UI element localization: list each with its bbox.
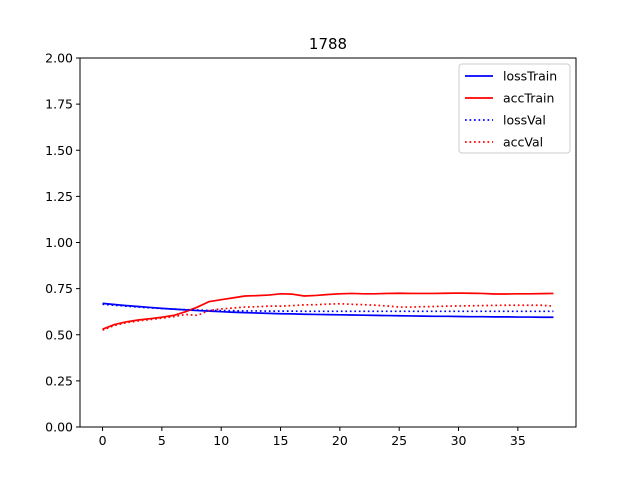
series-line-accVal xyxy=(102,302,554,331)
y-tick-label: 2.00 xyxy=(45,51,73,66)
legend-label-lossVal: lossVal xyxy=(503,113,546,128)
legend-label-accVal: accVal xyxy=(503,135,543,150)
y-tick-label: 1.75 xyxy=(45,97,73,112)
x-tick-label: 20 xyxy=(332,433,348,448)
y-tick-label: 0.50 xyxy=(45,327,73,342)
x-tick-label: 0 xyxy=(99,433,107,448)
series-line-accTrain xyxy=(102,292,554,331)
y-tick-label: 1.00 xyxy=(45,235,73,250)
series-line-lossVal xyxy=(102,303,554,313)
plot-area xyxy=(102,292,554,331)
y-tick-label: 0.25 xyxy=(45,373,73,388)
x-tick-label: 5 xyxy=(158,433,166,448)
y-tick-label: 1.50 xyxy=(45,143,73,158)
legend-label-accTrain: accTrain xyxy=(503,91,554,106)
x-tick-label: 35 xyxy=(510,433,526,448)
y-tick-label: 0.75 xyxy=(45,281,73,296)
x-tick-label: 25 xyxy=(391,433,407,448)
legend-box xyxy=(458,63,571,154)
y-tick-label: 0.00 xyxy=(45,420,73,435)
chart-title: 1788 xyxy=(309,35,347,53)
x-tick-label: 15 xyxy=(273,433,289,448)
x-tick-label: 30 xyxy=(451,433,467,448)
legend-label-lossTrain: lossTrain xyxy=(503,69,557,84)
legend: lossTrain accTrain lossVal accVal xyxy=(458,63,571,154)
x-tick-label: 10 xyxy=(213,433,229,448)
y-tick-label: 1.25 xyxy=(45,189,73,204)
series-line-lossTrain xyxy=(102,302,554,319)
axes: 0 5 10 15 20 25 30 35 0.00 0.25 0.50 0.75 1.00 1.25 1.… xyxy=(45,51,577,448)
